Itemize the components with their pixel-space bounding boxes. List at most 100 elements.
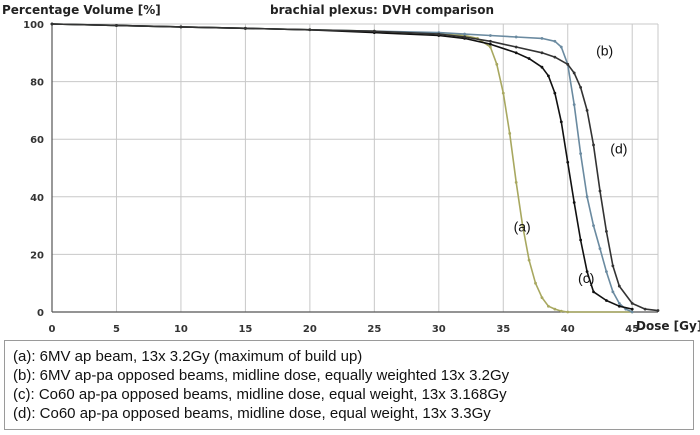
data-point-a (527, 258, 531, 262)
legend-box: (a): 6MV ap beam, 13x 3.2Gy (maximum of … (4, 340, 694, 430)
data-point-c (617, 304, 621, 308)
data-point-b (592, 224, 595, 228)
y-tick-label: 0 (37, 308, 44, 319)
y-tick-label: 40 (30, 193, 44, 204)
data-point-d (179, 25, 183, 29)
data-point-d (437, 32, 441, 36)
x-tick-label: 25 (367, 324, 381, 335)
data-point-a (521, 224, 525, 228)
data-point-a (559, 309, 563, 313)
data-point-d (566, 62, 570, 66)
data-point-d (308, 28, 312, 32)
x-tick-label: 40 (561, 324, 575, 335)
data-point-c (630, 307, 634, 311)
series-layer (50, 22, 660, 314)
x-tick-label: 10 (174, 324, 188, 335)
data-point-c (605, 299, 608, 302)
legend-entry-b: (b): 6MV ap-pa opposed beams, midline do… (13, 367, 510, 384)
y-tick-label: 20 (30, 250, 44, 261)
grid (51, 23, 659, 313)
data-point-c (488, 42, 492, 46)
data-point-b (540, 37, 544, 40)
x-tick-label: 5 (113, 324, 120, 335)
data-point-b (579, 152, 583, 156)
data-point-c (585, 270, 589, 274)
x-tick-label: 45 (625, 324, 639, 335)
tick-labels: 0 5 10 15 20 25 30 35 40 45 0 20 40 60 80 100 (23, 20, 639, 335)
curve-annotation: (d) (610, 141, 627, 157)
data-point-b (514, 35, 518, 39)
data-point-d (514, 45, 518, 49)
data-point-a (501, 91, 505, 95)
x-tick-label: 35 (496, 324, 510, 335)
data-point-a (566, 310, 570, 314)
y-tick-label: 100 (23, 20, 44, 31)
data-point-c (514, 51, 518, 55)
legend-entry-a: (a): 6MV ap beam, 13x 3.2Gy (maximum of … (13, 348, 363, 365)
data-point-c (572, 201, 576, 204)
data-point-b (559, 45, 563, 49)
x-tick-label: 20 (303, 324, 317, 335)
data-point-b (598, 247, 602, 251)
data-point-b (585, 195, 589, 199)
data-point-c (527, 57, 531, 60)
dvh-chart: 0 5 10 15 20 25 30 35 40 45 0 20 40 60 80 100 (a) (b) (c)… (2, 3, 700, 335)
chart-title: brachial plexus: DVH comparison (270, 3, 494, 17)
data-point-d (540, 51, 544, 55)
curve-annotation: (a) (514, 218, 531, 234)
data-point-c (553, 91, 557, 95)
data-point-d (553, 55, 557, 59)
data-point-d (463, 35, 466, 39)
x-tick-label: 15 (238, 324, 252, 335)
data-point-d (598, 189, 602, 193)
data-point-a (488, 45, 492, 49)
data-point-b (553, 39, 557, 43)
data-point-b (572, 103, 576, 107)
data-point-d (50, 22, 54, 26)
x-tick-label: 0 (49, 324, 56, 335)
data-point-d (643, 307, 647, 311)
data-point-d (244, 26, 247, 30)
y-tick-label: 80 (30, 78, 44, 89)
data-point-a (514, 181, 518, 184)
data-point-d (572, 71, 576, 75)
legend-entry-d: (d): Co60 ap-pa opposed beams, midline d… (13, 405, 491, 422)
data-point-d (592, 143, 595, 147)
data-point-d (630, 301, 634, 305)
data-point-d (656, 309, 660, 312)
data-point-c (592, 290, 595, 294)
data-point-a (534, 281, 537, 285)
data-point-a (508, 132, 512, 135)
x-tick-label: 30 (432, 324, 446, 335)
data-point-d (372, 29, 376, 33)
data-point-d (617, 284, 621, 288)
data-point-c (566, 160, 570, 164)
data-point-d (611, 264, 615, 268)
curve-annotation: (c) (578, 270, 594, 286)
y-axis-title: Percentage Volume [%] (2, 3, 161, 17)
data-point-c (547, 74, 550, 78)
data-point-b (463, 32, 466, 36)
data-point-d (605, 229, 608, 233)
data-point-c (540, 65, 544, 69)
data-point-d (585, 109, 589, 112)
data-point-b (617, 301, 621, 305)
y-tick-label: 60 (30, 135, 44, 146)
data-point-a (540, 296, 544, 299)
data-point-a (495, 62, 499, 66)
data-point-a (547, 304, 550, 308)
x-axis-title: Dose [Gy] (636, 319, 700, 333)
data-point-d (579, 85, 583, 89)
data-point-c (559, 120, 563, 124)
curve-annotation: (b) (596, 43, 613, 59)
data-point-d (115, 24, 118, 27)
data-point-a (553, 307, 557, 311)
series-line-d (51, 23, 659, 312)
data-point-b (611, 290, 615, 294)
data-point-b (488, 34, 492, 37)
legend-entry-c: (c): Co60 ap-pa opposed beams, midline d… (13, 386, 507, 403)
data-point-c (579, 238, 583, 242)
data-point-b (605, 270, 608, 274)
annotations: (a) (b) (c) (d) (514, 43, 628, 287)
